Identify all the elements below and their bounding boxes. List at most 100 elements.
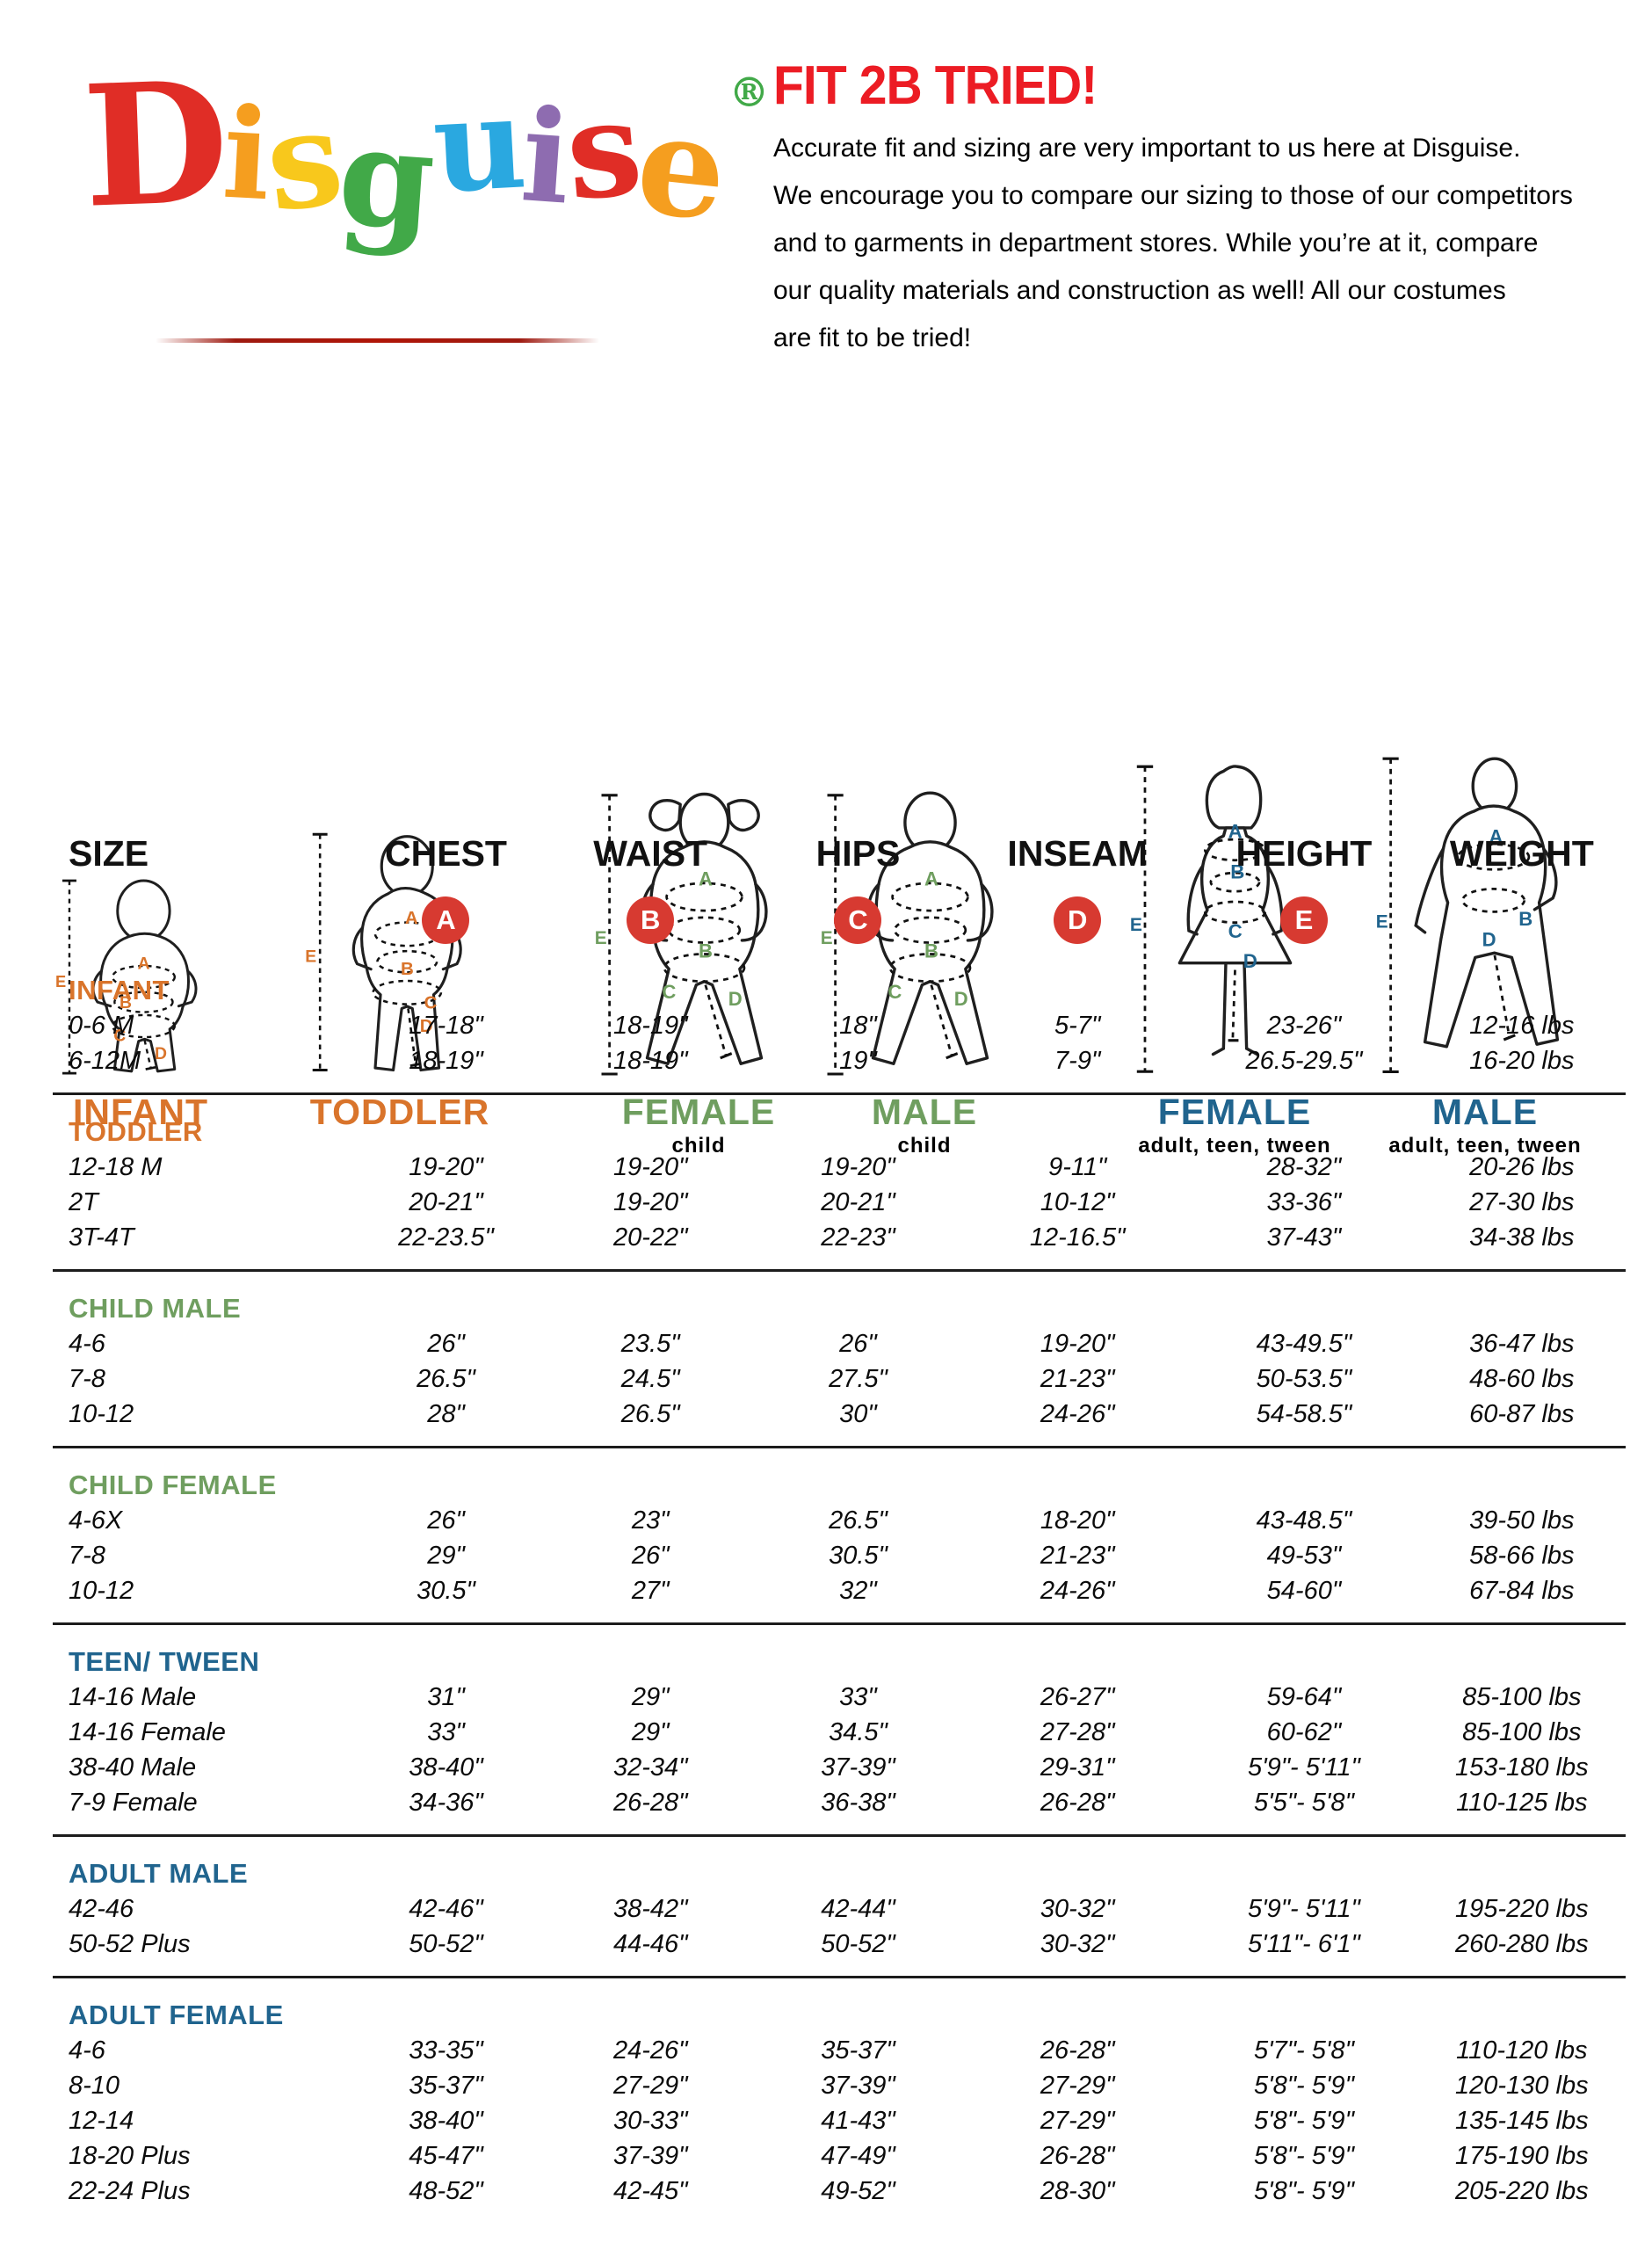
- table-row: 3T-4T 22-23.5" 20-22" 22-23" 12-16.5" 37-43" 3…: [53, 1220, 1626, 1255]
- row-measurement-value: 29-31": [1040, 1753, 1115, 1782]
- svg-text:E: E: [1131, 915, 1142, 935]
- row-measurement-value: 18-19": [612, 1011, 688, 1040]
- svg-text:C: C: [1228, 920, 1243, 942]
- row-size-label: 8-10: [69, 2071, 120, 2100]
- row-measurement-value: 31": [427, 1682, 465, 1711]
- row-measurement-value: 35-37": [821, 2036, 895, 2065]
- svg-text:B: B: [1230, 861, 1244, 883]
- row-measurement-value: 37-43": [1266, 1223, 1342, 1252]
- row-measurement-value: 22-23.5": [398, 1223, 494, 1252]
- row-measurement-value: 5'5"- 5'8": [1253, 1788, 1354, 1817]
- intro-line: and to garments in department stores. Wh…: [773, 229, 1539, 258]
- page-title: FIT 2B TRIED!: [773, 55, 1098, 116]
- table-row: 38-40 Male 38-40" 32-34" 37-39" 29-31" 5'9"- …: [53, 1750, 1626, 1785]
- table-section: CHILD MALE 4-6 26" 23.5" 26" 19-20" 43-49.5" 36…: [53, 1269, 1626, 1446]
- table-section: TODDLER 12-18 M 19-20" 19-20" 19-20" 9-11" 28-…: [53, 1092, 1626, 1269]
- intro-line: our quality materials and construction a…: [773, 276, 1506, 305]
- figure-label-adult-male: MALE: [1431, 1092, 1539, 1132]
- table-row: 7-8 26.5" 24.5" 27.5" 21-23" 50-53.5" 48-60 lb…: [53, 1361, 1626, 1397]
- row-size-label: 10-12: [69, 1399, 134, 1428]
- child-female-figure: E A B C D: [596, 788, 801, 1085]
- section-title: INFANT: [69, 975, 170, 1005]
- intro-line: Accurate fit and sizing are very importa…: [773, 134, 1521, 163]
- row-measurement-value: 110-125 lbs: [1456, 1788, 1588, 1817]
- measure-letter-badge: D: [1054, 896, 1102, 944]
- row-measurement-value: 43-48.5": [1256, 1506, 1352, 1535]
- row-size-label: 7-8: [69, 1364, 105, 1393]
- svg-text:D: D: [420, 1016, 433, 1036]
- column-header-size: SIZE: [69, 833, 149, 874]
- row-measurement-value: 19": [839, 1046, 877, 1075]
- svg-text:B: B: [924, 940, 938, 962]
- table-row: 42-46 42-46" 38-42" 42-44" 30-32" 5'9"- 5'11"…: [53, 1891, 1626, 1927]
- table-row: 14-16 Male 31" 29" 33" 26-27" 59-64" 85-100 lb…: [53, 1680, 1626, 1715]
- table-section: TEEN/ TWEEN 14-16 Male 31" 29" 33" 26-27" 59-6…: [53, 1622, 1626, 1834]
- table-row: 4-6 26" 23.5" 26" 19-20" 43-49.5" 36-47 lbs: [53, 1326, 1626, 1361]
- row-measurement-value: 7-9": [1054, 1046, 1101, 1075]
- row-measurement-value: 26-28": [1040, 2141, 1115, 2170]
- row-measurement-value: 120-130 lbs: [1455, 2071, 1589, 2100]
- registered-mark-icon: ®: [728, 69, 770, 116]
- row-measurement-value: 5'7"- 5'8": [1253, 2036, 1354, 2065]
- row-measurement-value: 153-180 lbs: [1455, 1753, 1589, 1782]
- row-measurement-value: 19-20": [409, 1152, 483, 1181]
- row-size-label: 18-20 Plus: [69, 2141, 191, 2170]
- logo-letter: D: [80, 44, 232, 245]
- column-header-chest: CHEST: [385, 833, 507, 874]
- svg-text:B: B: [120, 993, 132, 1012]
- table-row: 12-14 38-40" 30-33" 41-43" 27-29" 5'8"- 5'9" 1…: [53, 2103, 1626, 2138]
- row-measurement-value: 22-23": [821, 1223, 895, 1252]
- row-measurement-value: 5-7": [1054, 1011, 1101, 1040]
- row-measurement-value: 28-30": [1040, 2176, 1115, 2205]
- table-row: 6-12M 18-19" 18-19" 19" 7-9" 26.5-29.5" 16-20 …: [53, 1043, 1626, 1078]
- table-row: 10-12 28" 26.5" 30" 24-26" 54-58.5" 60-87 lbs: [53, 1397, 1626, 1432]
- row-measurement-value: 5'11"- 6'1": [1247, 1929, 1360, 1958]
- circle-cell: C: [751, 896, 965, 944]
- row-measurement-value: 5'8"- 5'9": [1253, 2141, 1354, 2170]
- svg-text:A: A: [138, 954, 150, 973]
- figure-sublabel-child-female: child: [671, 1134, 726, 1158]
- svg-text:D: D: [1243, 950, 1257, 972]
- measure-letter-badge: E: [1279, 896, 1328, 944]
- table-section: INFANT 0-6 M 17-18" 18-19" 18" 5-7" 23-26" 12-1…: [53, 954, 1626, 1092]
- svg-text:A: A: [924, 868, 938, 890]
- svg-text:C: C: [888, 981, 902, 1003]
- row-measurement-value: 28-32": [1266, 1152, 1342, 1181]
- table-row: 10-12 30.5" 27" 32" 24-26" 54-60" 67-84 lbs: [53, 1573, 1626, 1608]
- svg-text:E: E: [1377, 912, 1388, 933]
- logo-underline: [156, 338, 599, 343]
- row-measurement-value: 26-28": [612, 1788, 688, 1817]
- row-measurement-value: 9-11": [1048, 1152, 1107, 1181]
- row-measurement-value: 23-26": [1266, 1011, 1342, 1040]
- table-row: 50-52 Plus 50-52" 44-46" 50-52" 30-32" 5'11"-…: [53, 1927, 1626, 1962]
- svg-text:D: D: [1482, 928, 1496, 950]
- row-measurement-value: 26.5-29.5": [1245, 1046, 1363, 1075]
- svg-text:A: A: [405, 908, 418, 928]
- row-measurement-value: 37-39": [612, 2141, 688, 2170]
- row-measurement-value: 26": [427, 1329, 465, 1358]
- child-male-figure: E A B C D: [822, 788, 1027, 1085]
- row-measurement-value: 30-32": [1040, 1894, 1115, 1923]
- logo-letter: s: [257, 79, 351, 243]
- column-header-inseam: INSEAM: [1007, 833, 1148, 874]
- row-size-label: 0-6 M: [69, 1011, 134, 1040]
- svg-text:E: E: [55, 972, 66, 991]
- row-measurement-value: 29": [631, 1717, 670, 1746]
- row-measurement-value: 50-52": [821, 1929, 895, 1958]
- row-measurement-value: 47-49": [821, 2141, 895, 2170]
- row-size-label: 4-6: [69, 1329, 105, 1358]
- table-header-row: SIZE CHEST WAIST HIPS INSEAM HEIGHT WEIGHT: [53, 833, 1626, 875]
- row-measurement-value: 37-39": [821, 2071, 895, 2100]
- measure-letter-badge: A: [422, 896, 470, 944]
- column-header-height: HEIGHT: [1235, 833, 1373, 874]
- row-measurement-value: 38-40": [409, 1753, 483, 1782]
- svg-text:A: A: [699, 868, 713, 890]
- table-row: 22-24 Plus 48-52" 42-45" 49-52" 28-30" 5'8"- …: [53, 2174, 1626, 2209]
- row-size-label: 12-18 M: [69, 1152, 163, 1181]
- section-title: CHILD MALE: [69, 1293, 242, 1324]
- row-measurement-value: 36-47 lbs: [1469, 1329, 1575, 1358]
- svg-text:B: B: [401, 959, 414, 979]
- row-measurement-value: 30": [839, 1399, 877, 1428]
- row-measurement-value: 60-62": [1266, 1717, 1342, 1746]
